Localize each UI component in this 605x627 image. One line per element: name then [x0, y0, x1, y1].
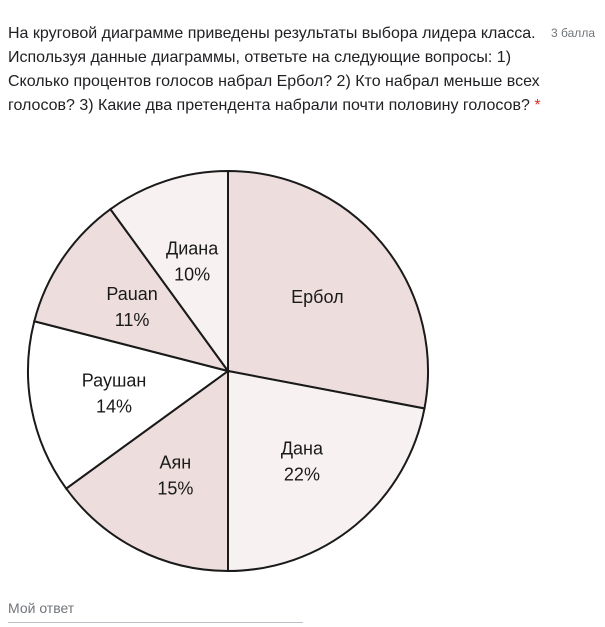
question-text: На круговой диаграмме приведены результа… [8, 22, 543, 118]
slice-value-label-2: 15% [157, 478, 193, 498]
slice-value-label-1: 22% [284, 464, 320, 484]
slice-label-2: Аян [159, 452, 191, 472]
slice-label-5: Диана [166, 239, 219, 259]
slice-label-4: Раuan [106, 284, 157, 304]
required-mark: * [534, 97, 541, 114]
slice-value-label-4: 11% [115, 310, 150, 330]
points-badge: 3 балла [551, 26, 595, 40]
slice-value-label-3: 14% [96, 397, 132, 417]
slice-label-3: Раушан [82, 371, 147, 391]
answer-input[interactable]: Мой ответ [8, 600, 75, 616]
slice-label-0: Ербол [291, 287, 343, 307]
slice-label-1: Дана [281, 438, 324, 458]
answer-underline [8, 622, 303, 623]
pie-slice-1 [227, 369, 426, 573]
pie-chart: Ербол Дана 22% Аян 15% Раушан 14% Раuan 11% Диана… [27, 169, 429, 573]
pie-slice-4 [33, 207, 231, 373]
pie-slice-0 [227, 169, 429, 410]
question-body: На круговой диаграмме приведены результа… [8, 25, 540, 114]
pie-slice-2 [64, 369, 229, 573]
pie-slice-5 [109, 169, 229, 375]
slice-value-label-5: 10% [174, 265, 210, 285]
pie-slice-3 [27, 320, 231, 490]
